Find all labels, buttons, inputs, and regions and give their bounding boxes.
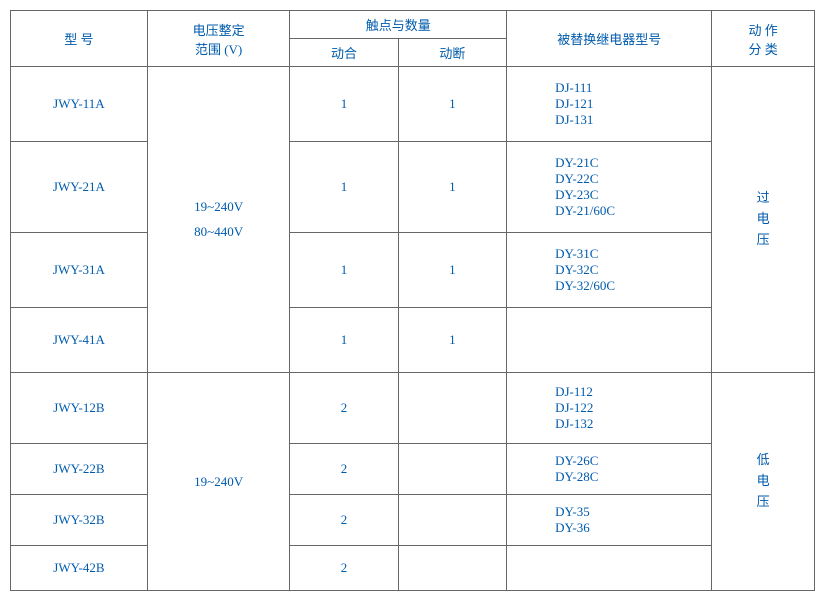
header-replaced-label: 被替换继电器型号 — [557, 32, 661, 47]
cell-close: 1 — [290, 233, 398, 308]
cell-close: 2 — [290, 495, 398, 546]
cell-replace — [507, 546, 712, 591]
cell-replace: DJ-111 DJ-121 DJ-131 — [507, 67, 712, 142]
cell-replace: DJ-112 DJ-122 DJ-132 — [507, 373, 712, 444]
cell-open — [398, 373, 506, 444]
table-row: JWY-11A 19~240V 80~440V 1 1 DJ-111 DJ-12… — [11, 67, 815, 142]
cell-close: 1 — [290, 67, 398, 142]
replace-item: DJ-122 — [555, 400, 709, 416]
table-row: JWY-31A 1 1 DY-31C DY-32C DY-32/60C — [11, 233, 815, 308]
cell-replace: DY-21C DY-22C DY-23C DY-21/60C — [507, 142, 712, 233]
cell-close: 2 — [290, 546, 398, 591]
header-action: 动 作 分 类 — [712, 11, 815, 67]
voltage-value: 80~440V — [150, 220, 288, 245]
cell-open — [398, 444, 506, 495]
header-contact-close: 动合 — [290, 39, 398, 67]
cell-model: JWY-21A — [11, 142, 148, 233]
header-contact-open-label: 动断 — [439, 46, 465, 61]
table-row: JWY-12B 19~240V 2 DJ-112 DJ-122 DJ-132 低… — [11, 373, 815, 444]
action-char: 压 — [714, 230, 812, 251]
header-contact-open: 动断 — [398, 39, 506, 67]
table-row: JWY-32B 2 DY-35 DY-36 — [11, 495, 815, 546]
header-action-line2: 分 类 — [714, 39, 812, 58]
table-row: JWY-21A 1 1 DY-21C DY-22C DY-23C DY-21/6… — [11, 142, 815, 233]
header-voltage-line1: 电压整定 — [150, 20, 288, 39]
cell-model: JWY-32B — [11, 495, 148, 546]
replace-item: DY-26C — [555, 453, 709, 469]
cell-voltage-group2: 19~240V — [147, 373, 290, 591]
action-char: 电 — [714, 471, 812, 492]
header-voltage-line2: 范围 (V) — [150, 39, 288, 58]
cell-model: JWY-12B — [11, 373, 148, 444]
header-contact-qty: 触点与数量 — [290, 11, 507, 39]
table-row: JWY-42B 2 — [11, 546, 815, 591]
replace-item: DJ-112 — [555, 384, 709, 400]
action-char: 压 — [714, 492, 812, 513]
cell-replace — [507, 308, 712, 373]
action-char: 低 — [714, 450, 812, 471]
replace-item: DJ-111 — [555, 80, 709, 96]
cell-close: 1 — [290, 142, 398, 233]
replace-item: DY-32/60C — [555, 278, 709, 294]
replace-item: DJ-132 — [555, 416, 709, 432]
header-model: 型 号 — [11, 11, 148, 67]
cell-replace: DY-35 DY-36 — [507, 495, 712, 546]
cell-model: JWY-22B — [11, 444, 148, 495]
cell-open: 1 — [398, 233, 506, 308]
header-contact-qty-label: 触点与数量 — [366, 18, 431, 33]
replace-item: DY-36 — [555, 520, 709, 536]
replace-item: DY-32C — [555, 262, 709, 278]
cell-model: JWY-41A — [11, 308, 148, 373]
action-char: 过 — [714, 188, 812, 209]
relay-spec-table: 型 号 电压整定 范围 (V) 触点与数量 被替换继电器型号 动 作 分 类 动… — [10, 10, 815, 591]
replace-item: DY-23C — [555, 187, 709, 203]
cell-replace: DY-26C DY-28C — [507, 444, 712, 495]
voltage-value: 19~240V — [150, 195, 288, 220]
replace-item: DY-31C — [555, 246, 709, 262]
cell-replace: DY-31C DY-32C DY-32/60C — [507, 233, 712, 308]
cell-model: JWY-42B — [11, 546, 148, 591]
replace-item: DY-28C — [555, 469, 709, 485]
cell-action-over: 过 电 压 — [712, 67, 815, 373]
action-char: 电 — [714, 209, 812, 230]
replace-item: DY-21C — [555, 155, 709, 171]
cell-voltage-group1: 19~240V 80~440V — [147, 67, 290, 373]
replace-item: DY-35 — [555, 504, 709, 520]
header-action-line1: 动 作 — [714, 20, 812, 39]
cell-close: 2 — [290, 373, 398, 444]
cell-open: 1 — [398, 142, 506, 233]
replace-item: DY-21/60C — [555, 203, 709, 219]
cell-close: 2 — [290, 444, 398, 495]
header-model-label: 型 号 — [64, 32, 93, 47]
cell-model: JWY-31A — [11, 233, 148, 308]
table-row: JWY-41A 1 1 — [11, 308, 815, 373]
cell-open: 1 — [398, 67, 506, 142]
cell-action-under: 低 电 压 — [712, 373, 815, 591]
header-voltage: 电压整定 范围 (V) — [147, 11, 290, 67]
header-contact-close-label: 动合 — [331, 46, 357, 61]
cell-open — [398, 546, 506, 591]
voltage-value: 19~240V — [194, 474, 243, 489]
replace-item: DJ-121 — [555, 96, 709, 112]
cell-open — [398, 495, 506, 546]
cell-open: 1 — [398, 308, 506, 373]
cell-close: 1 — [290, 308, 398, 373]
header-replaced: 被替换继电器型号 — [507, 11, 712, 67]
table-row: JWY-22B 2 DY-26C DY-28C — [11, 444, 815, 495]
cell-model: JWY-11A — [11, 67, 148, 142]
replace-item: DY-22C — [555, 171, 709, 187]
replace-item: DJ-131 — [555, 112, 709, 128]
